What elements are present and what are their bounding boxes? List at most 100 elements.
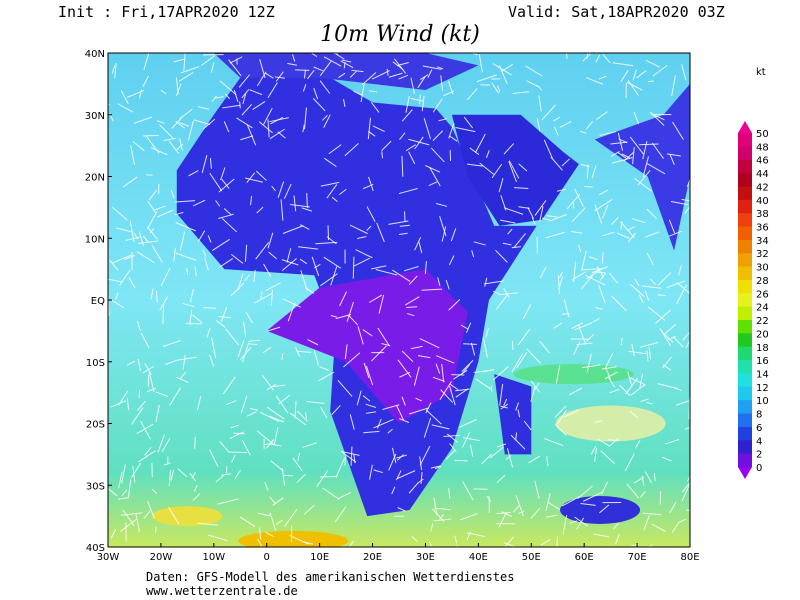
wind-streak [230, 424, 240, 429]
wind-streak [418, 242, 423, 254]
wind-streak [436, 202, 448, 207]
colorbar-label: 0 [756, 463, 762, 474]
wind-streak [302, 124, 305, 133]
wind-streak [592, 317, 601, 323]
wind-streak [572, 202, 575, 209]
wind-streak [496, 511, 511, 515]
wind-streak [628, 226, 635, 231]
wind-streak [276, 519, 283, 525]
wind-streak [165, 360, 176, 365]
wind-streak [320, 273, 338, 287]
wind-streak [323, 114, 331, 128]
wind-streak [666, 153, 681, 157]
wind-streak [607, 439, 619, 441]
colorbar-swatch [738, 253, 752, 268]
wind-streak [211, 95, 217, 102]
colorbar-swatch [738, 373, 752, 388]
wind-streak [518, 510, 525, 514]
wind-streak [492, 366, 509, 381]
wind-streak [239, 516, 256, 527]
wind-streak [148, 189, 158, 201]
wind-streak [666, 280, 686, 289]
wind-streak [481, 453, 492, 465]
wind-streak [108, 278, 122, 283]
wind-streak [265, 439, 275, 449]
wind-streak [671, 75, 676, 97]
wind-streak [491, 163, 503, 179]
wind-streak [160, 267, 171, 287]
wind-streak [242, 342, 250, 363]
wind-streak [138, 89, 143, 99]
wind-streak [651, 523, 666, 532]
wind-streak [508, 160, 520, 179]
wind-streak [157, 434, 165, 453]
wind-streak [635, 439, 641, 449]
wind-streak [401, 155, 404, 177]
wind-streak [429, 166, 441, 187]
wind-streak [423, 417, 432, 438]
wind-streak [142, 75, 149, 88]
wind-streak [440, 389, 454, 403]
wind-streak [369, 464, 373, 480]
wind-streak [344, 456, 347, 466]
strong-wind [152, 506, 223, 527]
wind-streak [366, 206, 376, 222]
wind-streak [159, 296, 168, 311]
wind-streak [628, 350, 646, 355]
wind-streak [500, 403, 509, 410]
wind-streak [508, 161, 517, 183]
wind-streak [461, 364, 471, 375]
wind-streak [546, 456, 549, 467]
wind-streak [224, 93, 230, 100]
wind-streak [555, 364, 561, 384]
colorbar-label: 32 [756, 249, 769, 260]
wind-streak [607, 376, 616, 388]
wind-streak [449, 443, 457, 452]
wind-streak [630, 384, 646, 396]
wind-streak [368, 294, 383, 303]
colorbar-label: 8 [756, 410, 762, 421]
wind-streak [428, 541, 433, 547]
wind-streak [179, 138, 183, 151]
wind-streak [599, 189, 609, 196]
wind-streak [372, 125, 385, 133]
wind-streak [436, 66, 444, 70]
wind-streak [632, 69, 637, 81]
wind-streak [553, 116, 561, 122]
wind-streak [319, 366, 330, 371]
wind-streak [218, 315, 231, 319]
wind-streak [539, 266, 547, 279]
wind-streak [192, 314, 203, 324]
wind-streak [636, 70, 647, 79]
wind-streak [449, 383, 459, 391]
wind-streak [210, 62, 215, 73]
wind-streak [556, 535, 559, 547]
wind-streak [611, 217, 619, 225]
wind-streak [470, 53, 478, 56]
wind-streak [192, 493, 201, 501]
colorbar-cap [738, 467, 752, 479]
wind-streak [240, 395, 248, 414]
wind-streak [118, 471, 123, 489]
wind-streak [256, 71, 267, 87]
wind-streak [401, 396, 406, 406]
wind-streak [631, 344, 635, 357]
colorbar-swatch [738, 386, 752, 401]
wind-streak [598, 75, 607, 80]
wind-streak [626, 483, 640, 499]
wind-streak [175, 200, 196, 203]
wind-streak [215, 200, 221, 207]
wind-streak [146, 211, 158, 230]
wind-streak [241, 103, 253, 116]
wind-streak [417, 478, 424, 484]
wind-streak [338, 72, 346, 79]
wind-streak [348, 540, 354, 547]
wind-streak [638, 143, 659, 146]
wind-streak [650, 278, 656, 285]
wind-streak [574, 188, 584, 207]
wind-streak [375, 269, 398, 276]
wind-streak [244, 244, 248, 262]
wind-streak [438, 118, 447, 122]
wind-streak [261, 374, 274, 391]
wind-streak [397, 507, 406, 512]
